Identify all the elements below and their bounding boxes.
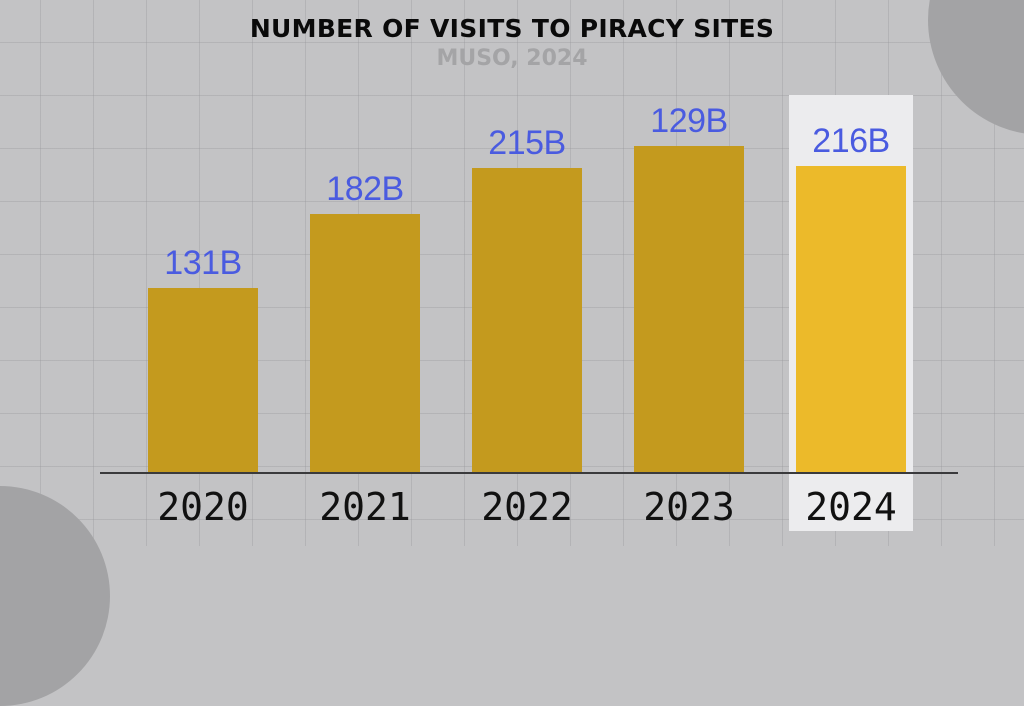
value-label-2024: 216B <box>812 122 890 160</box>
value-label-2020: 131B <box>164 244 242 282</box>
chart-title: NUMBER OF VISITS TO PIRACY SITES <box>249 14 775 43</box>
x-tick-label-2022: 2022 <box>481 485 573 529</box>
x-tick-label-2023: 2023 <box>643 485 735 529</box>
x-tick-label-2024: 2024 <box>805 485 897 529</box>
value-label-2023: 129B <box>650 102 728 140</box>
bar-2020 <box>148 288 258 473</box>
value-label-2022: 215B <box>488 124 566 162</box>
bar-2023 <box>634 146 744 473</box>
chart-subtitle: MUSO, 2024 <box>436 46 588 71</box>
x-tick-label-2021: 2021 <box>319 485 411 529</box>
bar-2022 <box>472 168 582 473</box>
x-axis-line <box>100 472 958 474</box>
x-tick-label-2020: 2020 <box>157 485 249 529</box>
bar-2021 <box>310 214 420 473</box>
value-label-2021: 182B <box>326 170 404 208</box>
bar-2024 <box>796 166 906 473</box>
